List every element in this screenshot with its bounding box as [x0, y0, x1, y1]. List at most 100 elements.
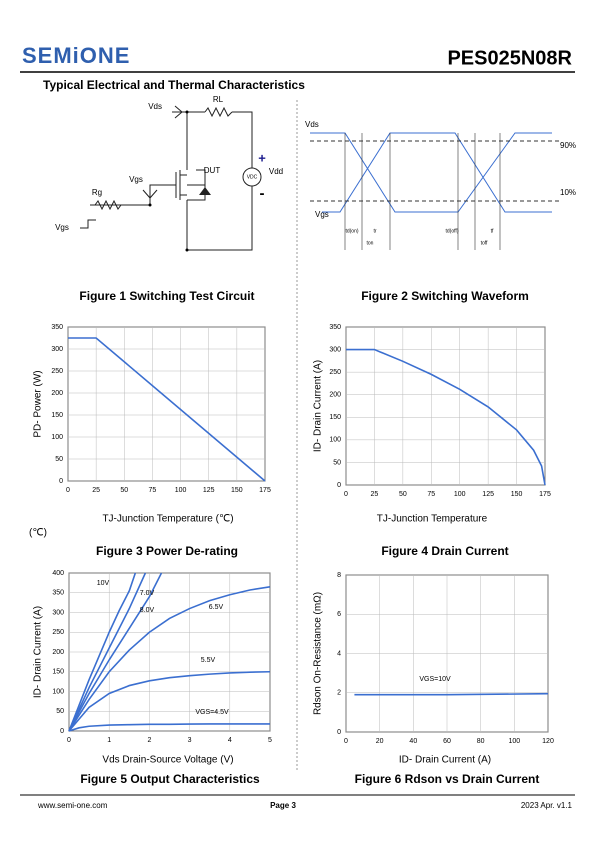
waveform-label: td(on)	[345, 228, 358, 234]
y-tick-label: 0	[60, 728, 64, 735]
y-tick-label: 0	[337, 482, 341, 489]
series-label: 6.5V	[209, 604, 224, 611]
circuit-label: DUT	[204, 166, 221, 175]
y-tick-label: 2	[337, 690, 341, 697]
series-line	[354, 692, 549, 696]
x-tick-label: 125	[203, 487, 215, 494]
x-tick-label: 25	[371, 491, 379, 498]
x-tick-label: 50	[120, 487, 128, 494]
y-tick-label: 8	[337, 572, 341, 579]
y-tick-label: 250	[51, 368, 63, 375]
circuit	[80, 105, 262, 252]
x-tick-label: 150	[511, 491, 523, 498]
x-tick-label: 100	[508, 738, 520, 745]
waveform-label: Vgs	[315, 210, 329, 219]
x-tick-label: 80	[477, 738, 485, 745]
y-tick-label: 0	[337, 729, 341, 736]
x-tick-label: 120	[542, 738, 554, 745]
series-line	[68, 572, 163, 732]
waveform-label: 10%	[560, 188, 576, 197]
y-tick-label: 100	[329, 437, 341, 444]
series-line	[68, 586, 271, 732]
circuit-label: RL	[213, 95, 224, 104]
x-tick-label: 75	[427, 491, 435, 498]
series-label: VGS=4.5V	[195, 709, 229, 716]
y-tick-label: 200	[51, 390, 63, 397]
x-tick-label: 1	[107, 737, 111, 744]
x-tick-label: 0	[344, 491, 348, 498]
y-tick-label: 150	[329, 414, 341, 421]
figure-caption: Figure 2 Switching Waveform	[361, 289, 529, 303]
circuit-label: Vds	[148, 102, 162, 111]
y-tick-label: 100	[52, 688, 64, 695]
logo: SEMiONE	[22, 43, 130, 68]
circuit-label: -	[260, 185, 265, 202]
footer-website: www.semi-one.com	[37, 801, 108, 810]
footer-date: 2023 Apr. v1.1	[521, 801, 573, 810]
x-axis-title: Vds Drain-Source Voltage (V)	[102, 755, 233, 766]
x-tick-label: 2	[147, 737, 151, 744]
y-tick-label: 250	[52, 629, 64, 636]
series-line	[68, 572, 137, 732]
axis-note: (℃)	[29, 528, 47, 539]
x-tick-label: 20	[376, 738, 384, 745]
x-tick-label: 0	[344, 738, 348, 745]
figure-caption: Figure 4 Drain Current	[381, 544, 508, 558]
x-tick-label: 0	[66, 487, 70, 494]
x-axis-title: ID- Drain Current (A)	[399, 755, 491, 766]
y-tick-label: 200	[329, 392, 341, 399]
y-tick-label: 400	[52, 570, 64, 577]
x-tick-label: 5	[268, 737, 272, 744]
x-tick-label: 0	[67, 737, 71, 744]
figure-caption: Figure 1 Switching Test Circuit	[79, 289, 254, 303]
y-tick-label: 250	[329, 369, 341, 376]
x-tick-label: 75	[149, 487, 157, 494]
y-tick-label: 350	[52, 590, 64, 597]
y-tick-label: 100	[51, 434, 63, 441]
y-axis-title: ID- Drain Current (A)	[313, 360, 324, 452]
x-axis-title: TJ-Junction Temperature (℃)	[102, 514, 233, 525]
waveform-label: tr	[373, 228, 376, 234]
y-axis-title: ID- Drain Current (A)	[33, 606, 44, 698]
series-line	[68, 670, 271, 732]
plot-area	[67, 326, 266, 482]
series-label: VGS=10V	[419, 676, 451, 683]
circuit-label: Vgs	[55, 223, 69, 232]
x-tick-label: 60	[443, 738, 451, 745]
circuit-label: Vdd	[269, 167, 283, 176]
waveform-label: Vds	[305, 120, 319, 129]
waveform-label: toff	[481, 240, 488, 246]
x-tick-label: 150	[231, 487, 243, 494]
x-tick-label: 3	[188, 737, 192, 744]
circuit-label: Rg	[92, 188, 102, 197]
footer-page: Page 3	[270, 801, 296, 810]
circuit-label: +	[258, 150, 266, 165]
series-label: 5.5V	[201, 657, 216, 664]
waveform	[310, 132, 560, 250]
y-tick-label: 50	[56, 708, 64, 715]
section-title: Typical Electrical and Thermal Character…	[43, 78, 305, 92]
y-tick-label: 300	[329, 346, 341, 353]
y-tick-label: 200	[52, 649, 64, 656]
circuit-label: VDC	[247, 174, 258, 180]
y-tick-label: 50	[55, 456, 63, 463]
x-tick-label: 175	[539, 491, 551, 498]
series-label: 7.0V	[140, 590, 155, 597]
y-tick-label: 50	[333, 459, 341, 466]
waveform-label: 90%	[560, 141, 576, 150]
y-tick-label: 350	[329, 324, 341, 331]
figure-caption: Figure 6 Rdson vs Drain Current	[355, 772, 540, 786]
series-line	[68, 572, 147, 732]
x-axis-title: TJ-Junction Temperature	[377, 514, 488, 525]
y-axis-title: Rdson On-Resistance (mΩ)	[313, 592, 324, 715]
y-tick-label: 6	[337, 611, 341, 618]
x-tick-label: 40	[409, 738, 417, 745]
figure-caption: Figure 3 Power De-rating	[96, 544, 238, 558]
y-tick-label: 350	[51, 324, 63, 331]
circuit-label: Vgs	[129, 175, 143, 184]
y-axis-title: PD- Power (W)	[33, 370, 44, 437]
series-label: 8.0V	[140, 607, 155, 614]
y-tick-label: 300	[51, 346, 63, 353]
